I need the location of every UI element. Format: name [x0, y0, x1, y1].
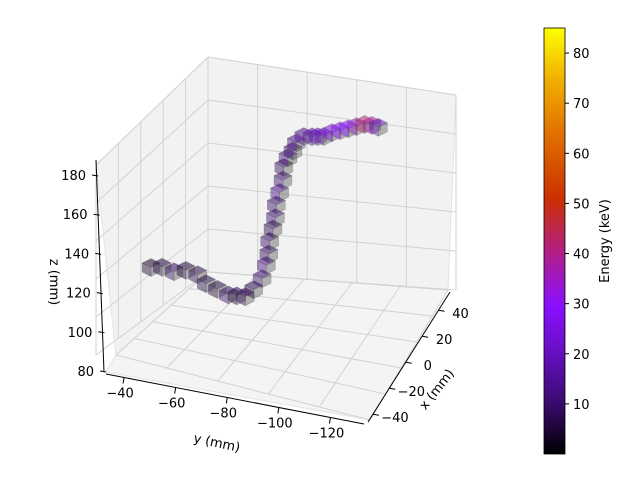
x-tick	[438, 309, 445, 312]
x-tick	[372, 413, 380, 416]
y-tick-label: −80	[210, 407, 237, 422]
grid-line	[95, 228, 209, 318]
grid-line	[207, 271, 457, 291]
z-tick	[99, 370, 107, 373]
colorbar-tick-label: 80	[573, 47, 590, 62]
voxel	[368, 117, 389, 137]
grid-line	[95, 185, 209, 280]
x-tick	[422, 335, 429, 338]
colorbar-tick-label: 40	[573, 248, 590, 263]
grid-line	[152, 321, 402, 369]
colorbar-tick-label: 10	[573, 398, 590, 413]
x-tick-label: 0	[424, 359, 432, 374]
z-tick	[98, 331, 105, 334]
voxel	[235, 287, 255, 307]
grid-line	[207, 142, 457, 174]
y-axis-label: y (mm)	[192, 431, 241, 456]
voxel	[346, 117, 367, 137]
grid-line	[171, 304, 417, 343]
x-tick-label: −40	[381, 411, 408, 426]
back-pane-right	[207, 56, 457, 291]
z-tick-label: 140	[64, 247, 89, 262]
voxel	[322, 123, 342, 143]
y-tick-label: −100	[257, 417, 293, 432]
voxel	[278, 148, 298, 168]
grid-line	[318, 286, 401, 408]
y-tick-label: −120	[309, 427, 345, 442]
voxel	[286, 133, 307, 153]
voxel	[252, 269, 272, 289]
voxel	[256, 255, 276, 275]
grid-line	[207, 56, 457, 96]
colorbar-tick-label: 70	[573, 97, 590, 112]
voxel	[274, 158, 294, 177]
y-axis-line	[105, 373, 365, 425]
voxel	[266, 195, 286, 215]
voxel	[259, 231, 280, 251]
z-tick	[95, 252, 102, 255]
voxel	[244, 280, 264, 300]
z-tick-label: 160	[63, 208, 88, 223]
y-tick	[122, 377, 125, 384]
colorbar-tick-label: 20	[573, 348, 590, 363]
colorbar-tick-label: 30	[573, 298, 590, 313]
grid-line	[115, 271, 209, 356]
x-tick	[405, 361, 412, 364]
grid-line	[95, 99, 209, 204]
grid-line	[207, 185, 457, 213]
y-tick	[225, 397, 228, 404]
grid-line	[268, 282, 353, 395]
voxel-track	[141, 115, 389, 307]
y-tick-label: −40	[106, 387, 133, 402]
grid-line	[95, 271, 209, 356]
colorbar-label: Energy (keV)	[598, 199, 613, 283]
y-tick	[174, 387, 177, 394]
x-axis-line	[367, 291, 451, 423]
grid-line	[207, 99, 457, 135]
z-tick-label: 120	[66, 287, 91, 302]
colorbar-tick-label: 50	[573, 197, 590, 212]
axes: 80 100 120 140 160 180 −40 −60 −80 −100 −120 −40 −20…	[61, 159, 469, 442]
voxel	[283, 141, 303, 161]
z-tick-label: 100	[68, 326, 93, 341]
voxel	[273, 170, 293, 190]
z-tick-label: 180	[61, 169, 86, 184]
z-tick	[96, 292, 103, 295]
z-tick	[93, 213, 100, 216]
x-tick-label: 40	[452, 307, 469, 322]
grid-line	[207, 228, 457, 252]
voxel	[164, 262, 184, 282]
grid-line	[95, 56, 209, 166]
grid-line	[115, 354, 371, 421]
x-tick	[389, 387, 396, 390]
x-tick-label: 20	[436, 333, 453, 348]
voxel	[263, 219, 283, 239]
z-tick	[91, 174, 99, 177]
z-axis-line	[95, 159, 105, 373]
z-tick-label: 80	[77, 365, 94, 380]
colorbar-ticks: 10 20 30 40 50 60 70 80	[565, 47, 590, 413]
grid-line	[134, 337, 386, 395]
voxel	[259, 244, 279, 264]
colorbar	[543, 27, 566, 455]
grid-line	[217, 278, 305, 382]
voxel	[269, 183, 290, 203]
voxel	[141, 258, 161, 278]
voxel	[265, 208, 286, 228]
y-tick	[328, 417, 331, 424]
voxel	[152, 257, 172, 277]
colorbar-tick-label: 60	[573, 147, 590, 162]
y-tick-label: −60	[158, 397, 185, 412]
grid-line	[95, 142, 209, 242]
x-tick-label: −20	[398, 385, 425, 400]
grid-lines	[95, 56, 457, 421]
y-tick	[277, 407, 280, 414]
voxel	[330, 121, 350, 141]
z-axis-label: z (mm)	[46, 259, 61, 305]
